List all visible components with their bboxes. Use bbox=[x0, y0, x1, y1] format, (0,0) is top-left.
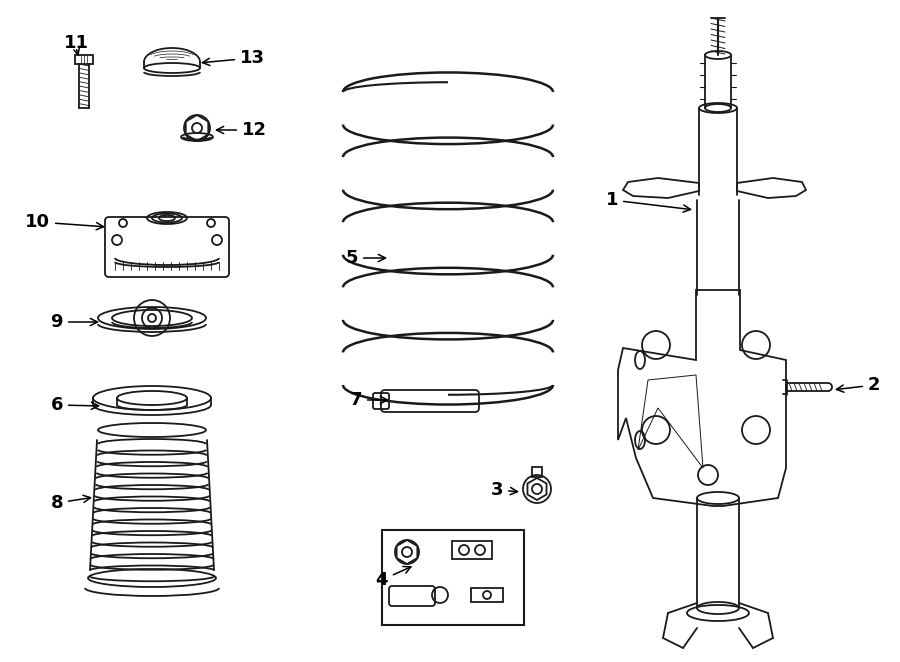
Text: 12: 12 bbox=[217, 121, 267, 139]
Bar bbox=[471, 588, 503, 602]
Text: 13: 13 bbox=[202, 49, 265, 67]
Bar bbox=[452, 541, 492, 559]
Text: 9: 9 bbox=[50, 313, 97, 331]
Text: 4: 4 bbox=[375, 567, 411, 589]
Text: 8: 8 bbox=[50, 494, 91, 512]
Text: 5: 5 bbox=[346, 249, 385, 267]
Bar bbox=[382, 530, 524, 625]
Text: 1: 1 bbox=[606, 191, 690, 213]
Bar bbox=[75, 55, 93, 64]
Text: 11: 11 bbox=[64, 34, 88, 52]
Text: 10: 10 bbox=[25, 213, 104, 231]
Bar bbox=[532, 467, 542, 477]
Text: 6: 6 bbox=[50, 396, 98, 414]
Text: 7: 7 bbox=[349, 391, 388, 409]
Text: 2: 2 bbox=[836, 376, 880, 394]
Text: 3: 3 bbox=[491, 481, 518, 499]
